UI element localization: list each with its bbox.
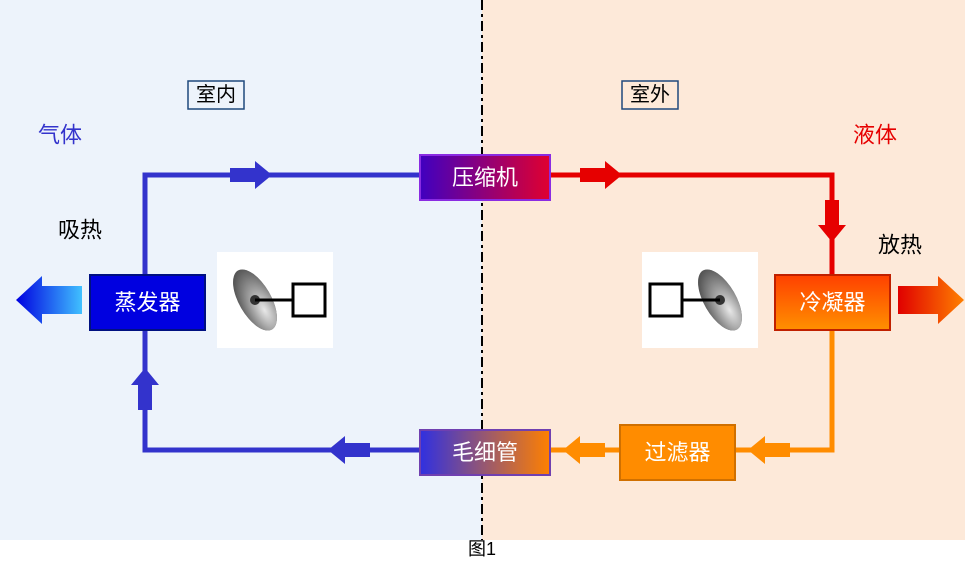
label-liquid: 液体 [853,123,897,148]
svg-text:气体: 气体 [38,123,82,148]
fan-outdoor [642,252,758,348]
box-label-filter: 过滤器 [644,440,710,465]
svg-text:放热: 放热 [878,233,922,258]
svg-text:室外: 室外 [630,83,670,106]
box-filter: 过滤器 [620,425,735,480]
svg-text:液体: 液体 [853,123,897,148]
svg-text:室内: 室内 [196,83,236,106]
label-indoor: 室内 [188,81,244,109]
label-absorb: 吸热 [58,218,102,243]
figure-caption: 图1 [468,539,496,559]
box-evaporator: 蒸发器 [90,275,205,330]
box-compressor: 压缩机 [420,155,550,200]
label-release: 放热 [878,233,922,258]
svg-text:吸热: 吸热 [58,218,102,243]
box-label-capillary: 毛细管 [452,440,518,465]
box-capillary: 毛细管 [420,430,550,475]
box-label-evaporator: 蒸发器 [114,290,180,315]
box-label-compressor: 压缩机 [452,165,518,190]
box-condenser: 冷凝器 [775,275,890,330]
diagram-canvas: 压缩机蒸发器 冷凝器毛细管 过滤器 室内 室外气体 液体吸热放热 图1 [0,0,965,564]
box-label-condenser: 冷凝器 [799,290,865,315]
label-gas: 气体 [38,123,82,148]
fan-indoor [217,252,333,348]
label-outdoor: 室外 [622,81,678,109]
